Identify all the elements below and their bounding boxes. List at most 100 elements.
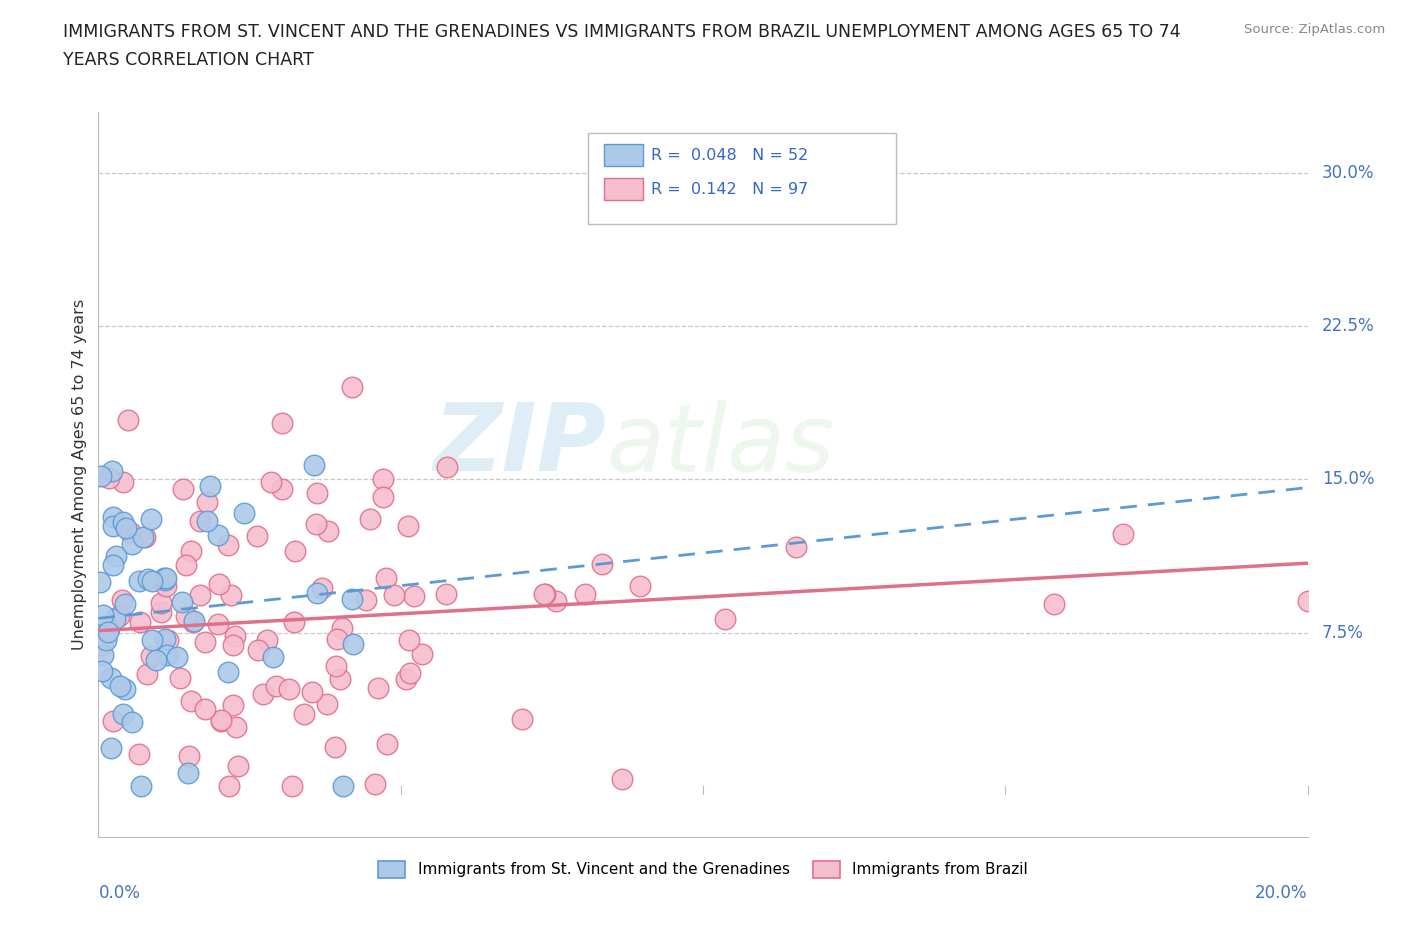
Point (305, 516, 328, 531)
Point (328, 671, 350, 686)
Point (91, 608, 114, 623)
Point (98, 471, 121, 485)
Point (221, 588, 243, 603)
Point (195, 514, 218, 529)
FancyBboxPatch shape (603, 144, 643, 166)
Point (305, 586, 328, 601)
Point (149, 604, 172, 619)
Point (610, 771, 633, 786)
Point (225, 720, 247, 735)
Point (785, 539, 807, 554)
Point (591, 557, 613, 572)
Text: 20.0%: 20.0% (1256, 884, 1308, 902)
Point (198, 478, 221, 493)
Point (183, 614, 205, 629)
Point (382, 588, 405, 603)
Point (628, 579, 651, 594)
Point (330, 621, 353, 636)
Point (176, 608, 198, 623)
Point (510, 711, 533, 726)
Point (325, 658, 347, 673)
Point (209, 713, 232, 728)
Point (373, 472, 395, 486)
Point (141, 632, 163, 647)
Point (166, 650, 188, 665)
Point (194, 635, 217, 650)
Point (246, 528, 269, 543)
Point (281, 778, 304, 793)
Point (398, 632, 420, 647)
Text: 30.0%: 30.0% (1322, 164, 1375, 182)
Point (90, 664, 112, 679)
Point (195, 495, 218, 510)
Point (1296, 594, 1319, 609)
Point (221, 638, 243, 653)
Point (1043, 596, 1066, 611)
Point (332, 778, 354, 793)
Point (170, 595, 193, 610)
Point (194, 701, 217, 716)
Text: 7.5%: 7.5% (1322, 624, 1364, 642)
Point (94, 632, 117, 647)
Point (188, 513, 211, 528)
Point (121, 537, 143, 551)
Point (177, 765, 200, 780)
Point (375, 571, 398, 586)
Point (108, 609, 131, 624)
Point (128, 574, 150, 589)
Point (150, 595, 173, 610)
Text: 0.0%: 0.0% (98, 884, 141, 902)
Point (100, 671, 122, 685)
Point (359, 512, 381, 526)
Point (118, 525, 141, 539)
Point (252, 686, 274, 701)
Point (316, 524, 339, 538)
Point (103, 714, 125, 729)
Point (121, 714, 143, 729)
Point (217, 665, 239, 680)
Point (180, 694, 202, 709)
Point (114, 682, 136, 697)
Point (153, 631, 176, 646)
Point (169, 671, 191, 685)
Point (153, 572, 176, 587)
Point (90, 469, 112, 484)
Point (533, 587, 555, 602)
Point (114, 520, 136, 535)
Point (111, 474, 134, 489)
Point (139, 648, 162, 663)
Point (434, 586, 457, 601)
Point (136, 571, 159, 586)
Point (174, 558, 197, 573)
Point (264, 679, 287, 694)
Point (217, 538, 239, 552)
Point (404, 588, 426, 603)
Point (104, 549, 127, 564)
Text: YEARS CORRELATION CHART: YEARS CORRELATION CHART (63, 51, 314, 69)
Text: ZIP: ZIP (433, 399, 606, 491)
Point (283, 615, 305, 630)
Point (546, 593, 568, 608)
Text: 15.0%: 15.0% (1322, 471, 1375, 488)
Point (134, 530, 156, 545)
Point (342, 380, 364, 395)
Point (395, 671, 418, 686)
Point (108, 679, 131, 694)
Point (399, 666, 422, 681)
Point (89, 575, 111, 590)
Point (112, 514, 135, 529)
Point (311, 580, 333, 595)
Point (233, 505, 256, 520)
Point (340, 591, 363, 606)
Point (270, 416, 292, 431)
Point (271, 481, 294, 496)
Point (436, 460, 458, 475)
Point (136, 667, 159, 682)
Point (180, 543, 202, 558)
Point (305, 485, 328, 500)
Point (367, 680, 389, 695)
Point (396, 519, 419, 534)
Text: Source: ZipAtlas.com: Source: ZipAtlas.com (1244, 23, 1385, 36)
Point (315, 697, 337, 711)
Point (246, 643, 269, 658)
